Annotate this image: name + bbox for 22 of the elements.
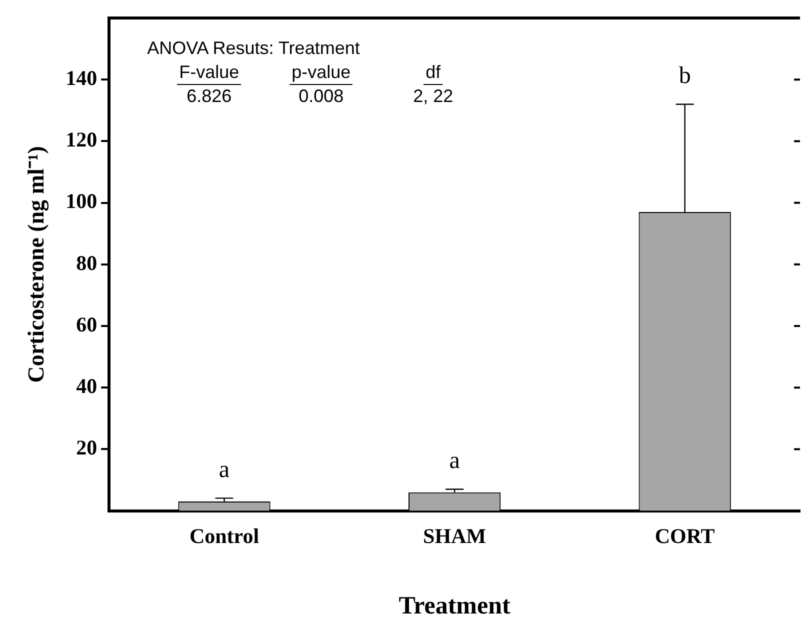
y-tick-label: 80	[76, 250, 98, 275]
y-tick-label: 140	[66, 66, 98, 90]
x-tick-label: CORT	[654, 524, 715, 548]
x-tick-label: Control	[189, 524, 260, 548]
annotation: a	[449, 448, 460, 476]
annotation: b	[678, 63, 691, 90]
annotation: a	[218, 457, 230, 484]
annotation: 2, 22	[413, 86, 454, 107]
y-tick-label: 40	[76, 374, 98, 398]
annotation: 6.826	[186, 86, 232, 107]
x-axis-title: Treatment	[398, 592, 511, 620]
annotation: F-value	[177, 62, 242, 85]
annotation: df	[424, 62, 443, 85]
y-tick-label: 100	[66, 189, 98, 214]
y-tick-label: 60	[76, 312, 98, 336]
annotation: p-value	[290, 62, 353, 85]
x-tick-label: SHAM	[423, 524, 486, 548]
annotation: 0.008	[298, 86, 344, 107]
annotation: ANOVA Resuts: Treatment	[147, 38, 360, 59]
y-axis-title: Corticosterone (ng ml⁻¹)	[24, 146, 50, 383]
y-tick-label: 120	[66, 128, 98, 152]
y-tick-label: 20	[76, 436, 98, 460]
